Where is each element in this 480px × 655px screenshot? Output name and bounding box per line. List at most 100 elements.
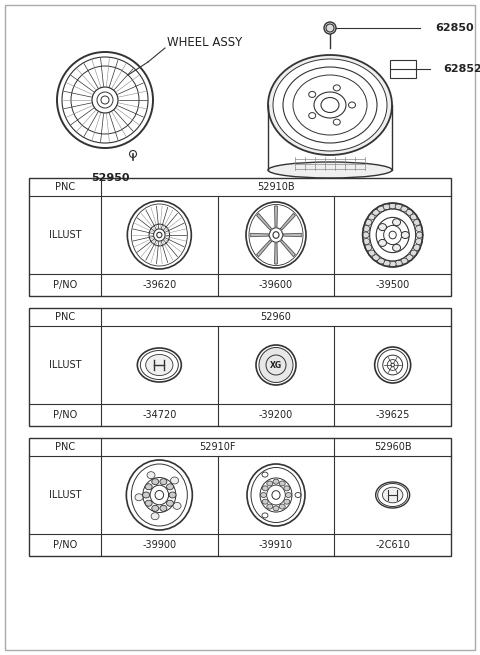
Ellipse shape bbox=[256, 345, 296, 385]
Ellipse shape bbox=[377, 258, 384, 264]
Ellipse shape bbox=[152, 479, 159, 485]
Ellipse shape bbox=[143, 492, 150, 498]
Ellipse shape bbox=[160, 479, 167, 485]
Bar bbox=[29, 438, 451, 556]
Text: ILLUST: ILLUST bbox=[49, 230, 81, 240]
Ellipse shape bbox=[273, 59, 387, 151]
Text: -39620: -39620 bbox=[142, 280, 177, 290]
Ellipse shape bbox=[368, 250, 375, 256]
Text: -2C610: -2C610 bbox=[375, 540, 410, 550]
Polygon shape bbox=[280, 214, 295, 230]
Ellipse shape bbox=[362, 232, 369, 238]
Ellipse shape bbox=[416, 225, 422, 232]
Ellipse shape bbox=[262, 499, 268, 504]
Ellipse shape bbox=[160, 505, 167, 512]
Ellipse shape bbox=[324, 22, 336, 34]
Ellipse shape bbox=[146, 354, 173, 375]
Text: XG: XG bbox=[270, 360, 282, 369]
Ellipse shape bbox=[401, 258, 408, 264]
Bar bbox=[29, 178, 451, 296]
Ellipse shape bbox=[383, 204, 390, 210]
Text: 52910B: 52910B bbox=[257, 182, 295, 192]
Text: -39910: -39910 bbox=[259, 540, 293, 550]
Ellipse shape bbox=[286, 493, 291, 498]
Bar bbox=[390, 60, 416, 78]
Ellipse shape bbox=[284, 486, 290, 491]
Text: 52950: 52950 bbox=[91, 173, 129, 183]
Ellipse shape bbox=[372, 210, 379, 215]
Text: ILLUST: ILLUST bbox=[49, 360, 81, 370]
Ellipse shape bbox=[406, 255, 413, 261]
Ellipse shape bbox=[151, 513, 159, 519]
Ellipse shape bbox=[395, 260, 402, 267]
Text: P/NO: P/NO bbox=[53, 280, 77, 290]
Ellipse shape bbox=[377, 206, 384, 212]
Ellipse shape bbox=[413, 219, 420, 225]
Ellipse shape bbox=[268, 55, 392, 155]
Text: 52960: 52960 bbox=[261, 312, 291, 322]
Text: PNC: PNC bbox=[55, 442, 75, 452]
Ellipse shape bbox=[363, 238, 370, 244]
Ellipse shape bbox=[267, 481, 273, 486]
Ellipse shape bbox=[145, 484, 152, 490]
Text: -39600: -39600 bbox=[259, 280, 293, 290]
Text: P/NO: P/NO bbox=[53, 410, 77, 420]
Polygon shape bbox=[257, 240, 272, 257]
Bar bbox=[29, 308, 451, 426]
Ellipse shape bbox=[261, 493, 266, 498]
Ellipse shape bbox=[363, 225, 370, 232]
Text: P/NO: P/NO bbox=[53, 540, 77, 550]
Ellipse shape bbox=[416, 238, 422, 244]
Ellipse shape bbox=[413, 244, 420, 251]
Ellipse shape bbox=[147, 472, 155, 479]
Ellipse shape bbox=[167, 484, 173, 490]
Text: ILLUST: ILLUST bbox=[49, 490, 81, 500]
Text: -39900: -39900 bbox=[142, 540, 176, 550]
Ellipse shape bbox=[389, 203, 396, 209]
Ellipse shape bbox=[273, 479, 279, 484]
Text: WHEEL ASSY: WHEEL ASSY bbox=[168, 35, 242, 48]
Ellipse shape bbox=[262, 486, 268, 491]
Ellipse shape bbox=[283, 67, 377, 143]
Ellipse shape bbox=[284, 499, 290, 504]
Ellipse shape bbox=[267, 504, 273, 509]
Polygon shape bbox=[283, 233, 302, 236]
Text: -39625: -39625 bbox=[375, 410, 410, 420]
Text: 52910F: 52910F bbox=[199, 442, 236, 452]
Ellipse shape bbox=[372, 255, 379, 261]
Text: PNC: PNC bbox=[55, 312, 75, 322]
Polygon shape bbox=[280, 240, 295, 257]
Ellipse shape bbox=[378, 239, 386, 246]
Ellipse shape bbox=[401, 231, 409, 238]
Ellipse shape bbox=[145, 500, 152, 506]
Ellipse shape bbox=[393, 219, 401, 226]
Text: -39500: -39500 bbox=[375, 280, 410, 290]
Ellipse shape bbox=[383, 260, 390, 267]
Ellipse shape bbox=[247, 464, 305, 526]
Ellipse shape bbox=[137, 348, 181, 382]
Text: 62850: 62850 bbox=[435, 23, 474, 33]
Ellipse shape bbox=[259, 348, 293, 383]
Ellipse shape bbox=[279, 504, 285, 509]
Ellipse shape bbox=[368, 214, 375, 220]
Text: -39200: -39200 bbox=[259, 410, 293, 420]
Ellipse shape bbox=[279, 481, 285, 486]
Ellipse shape bbox=[401, 206, 408, 212]
Ellipse shape bbox=[135, 494, 143, 501]
Ellipse shape bbox=[375, 347, 411, 383]
Ellipse shape bbox=[376, 482, 409, 508]
Ellipse shape bbox=[365, 244, 372, 251]
Text: -34720: -34720 bbox=[142, 410, 177, 420]
Text: 52960B: 52960B bbox=[374, 442, 411, 452]
Ellipse shape bbox=[167, 500, 173, 506]
Polygon shape bbox=[250, 233, 269, 236]
Ellipse shape bbox=[416, 232, 423, 238]
Ellipse shape bbox=[170, 477, 179, 484]
Ellipse shape bbox=[273, 506, 279, 511]
Ellipse shape bbox=[152, 505, 159, 512]
Ellipse shape bbox=[383, 487, 403, 503]
Ellipse shape bbox=[389, 261, 396, 267]
Ellipse shape bbox=[365, 219, 372, 225]
Ellipse shape bbox=[169, 492, 176, 498]
Text: PNC: PNC bbox=[55, 182, 75, 192]
